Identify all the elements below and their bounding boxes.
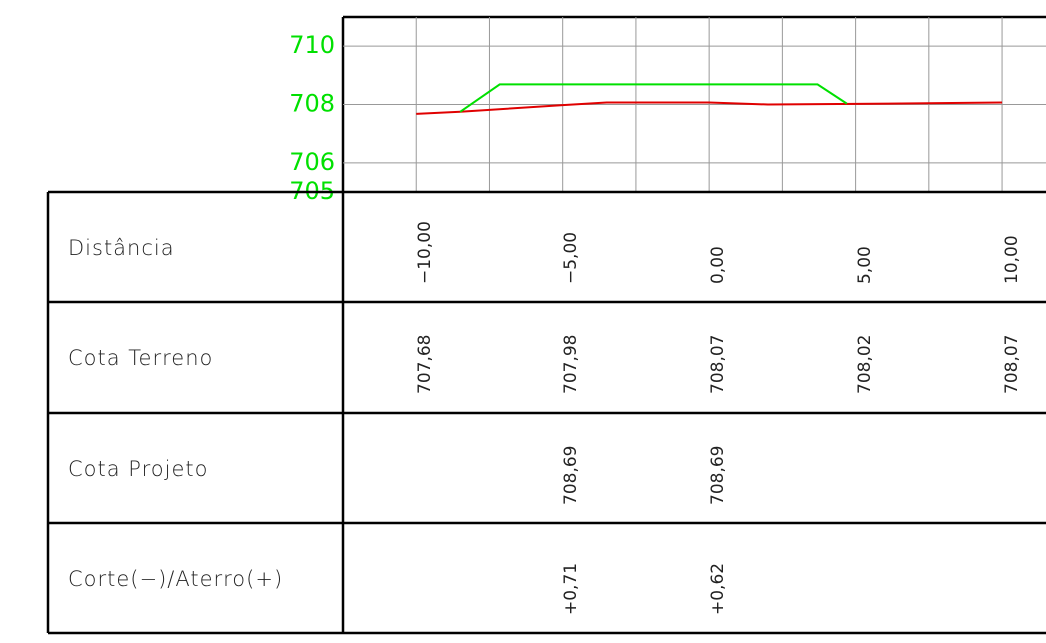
cell-value: 0,00	[708, 246, 728, 284]
cell-value: −10,00	[415, 221, 435, 284]
cell-value: 708,69	[708, 446, 728, 505]
row-label: Cota Terreno	[68, 346, 213, 370]
cell-value: 707,68	[415, 335, 435, 394]
profile-line	[416, 101, 1003, 115]
cell-value: 708,69	[561, 446, 581, 505]
y-tick-label: 708	[289, 90, 335, 118]
cell-value: +0,62	[708, 563, 728, 615]
row-label: Distância	[68, 236, 175, 260]
y-tick-label: 710	[289, 31, 335, 59]
cell-value: 708,02	[855, 335, 875, 394]
cell-value: −5,00	[561, 232, 581, 284]
row-label: Cota Projeto	[68, 457, 208, 481]
y-tick-label: 706	[289, 148, 335, 176]
cell-value: 707,98	[561, 335, 581, 394]
cell-value: +0,71	[561, 563, 581, 615]
cell-value: 708,07	[1002, 335, 1022, 394]
cell-value: 5,00	[855, 246, 875, 284]
cell-value: 10,00	[1002, 235, 1022, 284]
row-label: Corte(−)/Aterro(+)	[68, 567, 283, 591]
profile-line	[459, 83, 848, 113]
cell-value: 708,07	[708, 335, 728, 394]
